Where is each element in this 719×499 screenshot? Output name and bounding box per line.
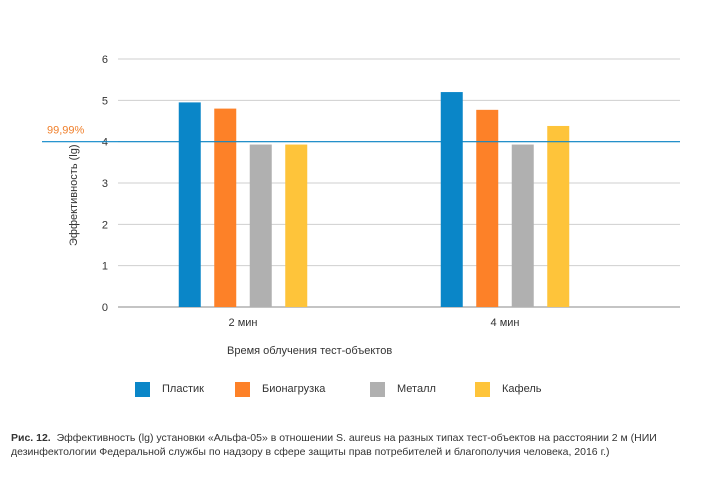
bar-1-1 [178,102,201,308]
x-tick-label: 4 мин [491,317,520,329]
legend-label: Металл [397,383,436,395]
legend-swatch [370,381,385,397]
y-tick-label: 2 [102,219,108,231]
reference-line-group: 99,99% [42,125,680,143]
legend-label: Кафель [502,383,542,395]
legend-item: Бионагрузка [235,381,325,397]
bar-4-1 [285,144,308,307]
x-tick-labels: 2 мин 4 мин [229,317,520,329]
bar-chart: 0 1 2 3 4 5 6 99,99% 2 мин 4 мин Эффективность … [42,54,680,329]
y-tick-labels: 0 1 2 3 4 5 6 [102,54,108,314]
legend: Пластик Бионагрузка Металл Кафель [135,381,595,397]
bar-4-2 [547,125,570,308]
bar-1-2 [440,92,463,307]
x-axis-title: Время облучения тест-объектов [227,345,393,357]
bar-3-1 [249,144,272,307]
caption-label: Рис. 12. [11,432,51,444]
bars [178,92,570,308]
y-tick-label: 6 [102,54,108,66]
y-tick-label: 0 [102,302,108,314]
legend-swatch [475,381,490,397]
legend-swatch [235,381,250,397]
caption-text: Эффективность (lg) установки «Альфа-05» … [11,432,657,458]
reference-line-label: 99,99% [47,125,85,137]
figure-caption: Рис. 12. Эффективность (lg) установки «А… [11,431,711,459]
legend-label: Бионагрузка [262,383,326,395]
bar-2-1 [214,108,237,307]
legend-label: Пластик [162,383,204,395]
y-tick-label: 3 [102,178,108,190]
grid-lines [118,58,680,308]
bar-2-2 [476,109,499,307]
y-tick-label: 1 [102,261,108,273]
y-tick-label: 4 [102,137,108,149]
y-axis-label: Эффективность (lg) [68,145,80,247]
legend-item: Кафель [475,381,541,397]
y-tick-label: 5 [102,95,108,107]
legend-item: Пластик [135,381,204,397]
legend-swatch [135,381,150,397]
bar-3-2 [511,144,534,307]
x-tick-label: 2 мин [229,317,258,329]
legend-item: Металл [370,381,436,397]
